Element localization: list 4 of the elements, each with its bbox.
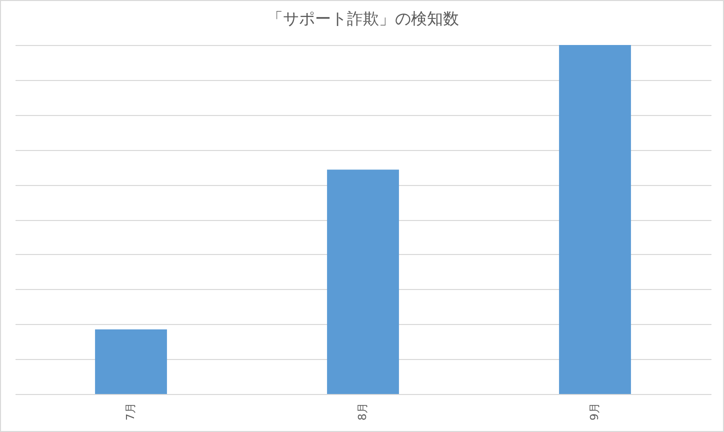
x-tick-label: 9月 [588,402,601,420]
x-tick-label: 7月 [124,402,137,420]
chart-title: 「サポート詐欺」の検知数 [267,9,459,28]
x-tick-label: 8月 [356,402,369,420]
